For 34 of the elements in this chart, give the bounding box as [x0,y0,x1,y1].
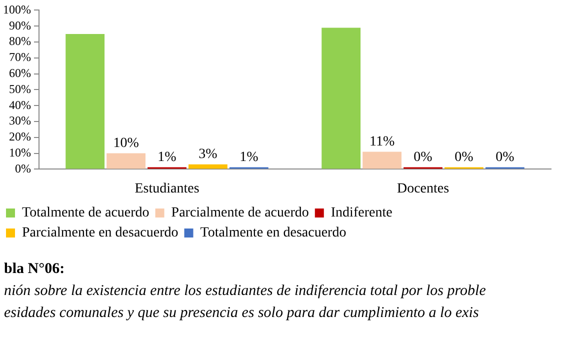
y-tick-label: 40% [8,98,31,112]
legend-label: Indiferente [330,206,392,221]
bar [322,28,361,169]
data-label: 0% [454,150,474,165]
data-label: 10% [113,136,140,151]
y-tick-label: 10% [8,145,31,160]
y-tick-label: 70% [8,50,31,64]
legend-label: Parcialmente en desacuerdo [22,226,178,241]
data-label: 3% [198,147,218,162]
text: nión sobre la existencia entre los estudiantes de indiferencia total por los proble [4,282,487,301]
data-label: 0% [496,150,515,165]
data-label: 0% [414,150,433,165]
bar [106,153,146,169]
y-tick-label: 30% [8,114,31,128]
legend-label: Totalmente en desacuerdo [200,226,346,241]
y-tick-label: 50% [8,82,31,96]
data-label: 1% [158,150,177,165]
y-tick-label: 80% [8,34,31,48]
bar [188,164,228,169]
legend-label: Totalmente de acuerdo [22,206,150,221]
bar [66,34,105,169]
y-tick-label: 60% [8,66,31,80]
legend-label: Parcialmente de acuerdo [171,206,309,221]
y-tick-label: 20% [8,130,31,144]
data-label: 11% [369,134,395,150]
y-tick-label: 90% [8,18,31,32]
y-tick-label: 100% [2,2,31,16]
x-tick-label: Estudiantes [134,181,200,196]
data-label: 1% [240,150,259,165]
text: esidades comunales y que su presencia es solo para dar cumplimiento a lo exis [4,304,480,323]
bar [362,152,402,169]
text: bla N°06: [4,260,66,279]
x-tick-label: Docentes [396,181,450,196]
y-tick-label: 0% [14,161,31,176]
